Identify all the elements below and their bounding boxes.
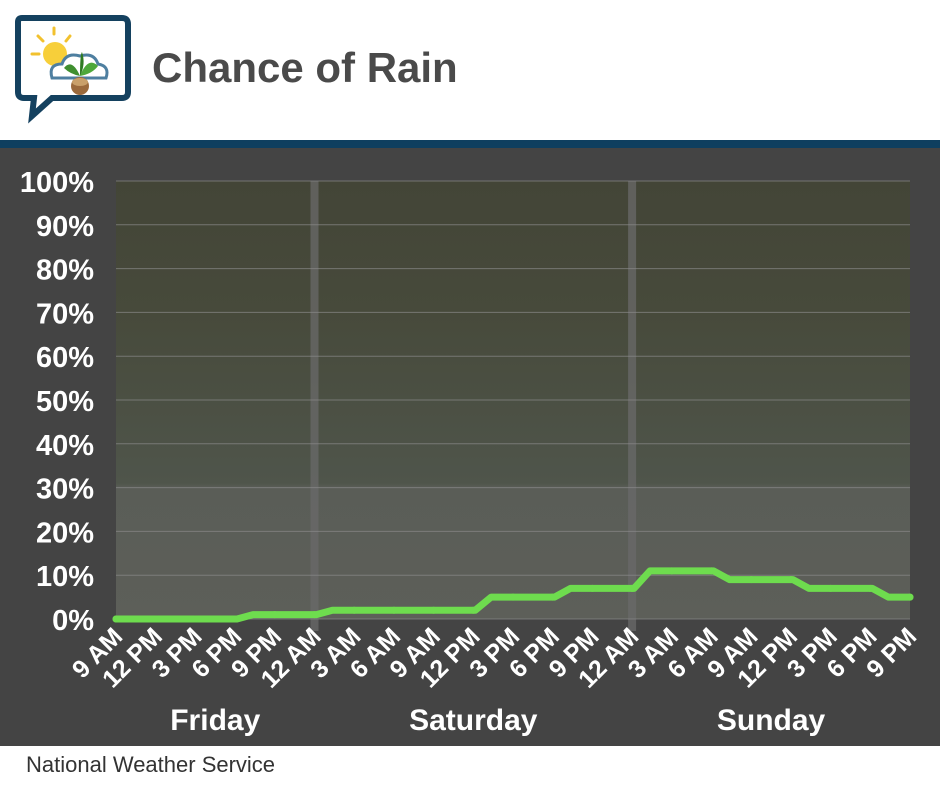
- data-point: [311, 611, 318, 619]
- day-label-sunday: Sunday: [717, 704, 826, 737]
- y-tick-label: 70%: [36, 298, 94, 330]
- data-point: [906, 593, 914, 601]
- data-point: [191, 615, 199, 623]
- day-label-saturday: Saturday: [409, 704, 538, 737]
- y-tick-label: 30%: [36, 474, 94, 506]
- y-tick-label: 80%: [36, 255, 94, 287]
- data-point: [271, 611, 279, 619]
- data-point: [390, 606, 398, 614]
- rain-chance-chart: 0%10%20%30%40%50%60%70%80%90%100%9 AM12 …: [20, 167, 922, 737]
- data-point: [231, 615, 239, 623]
- data-point: [549, 593, 557, 601]
- y-tick-label: 90%: [36, 211, 94, 243]
- y-tick-label: 60%: [36, 342, 94, 374]
- weather-speech-bubble-icon: [15, 15, 131, 124]
- y-tick-label: 0%: [52, 605, 94, 637]
- source-credit: National Weather Service: [26, 752, 276, 777]
- day-separator-2: [628, 181, 637, 631]
- data-point: [668, 567, 676, 575]
- y-tick-label: 40%: [36, 430, 94, 462]
- data-point: [628, 584, 636, 592]
- data-point: [509, 593, 517, 601]
- data-point: [430, 606, 438, 614]
- data-point: [112, 615, 120, 623]
- page-title: Chance of Rain: [152, 44, 458, 91]
- y-tick-label: 100%: [20, 167, 94, 199]
- y-tick-label: 10%: [36, 561, 94, 593]
- data-point: [787, 576, 795, 584]
- day-label-friday: Friday: [170, 704, 260, 737]
- y-tick-label: 20%: [36, 517, 94, 549]
- header: Chance of Rain: [0, 0, 940, 140]
- chart-panel: 0% 10% 20% 30% 40% 50% 60% 70% 80% 90% 100% 9 AM 12 …: [0, 148, 940, 746]
- header-divider: [0, 140, 940, 148]
- data-point: [152, 615, 160, 623]
- data-point: [708, 567, 715, 575]
- y-tick-label: 50%: [36, 386, 94, 418]
- data-point: [866, 584, 874, 592]
- data-point: [350, 606, 358, 614]
- data-point: [827, 584, 835, 592]
- data-point: [747, 576, 755, 584]
- data-point: [588, 584, 596, 592]
- data-point: [469, 606, 477, 614]
- day-separator-1: [310, 181, 319, 631]
